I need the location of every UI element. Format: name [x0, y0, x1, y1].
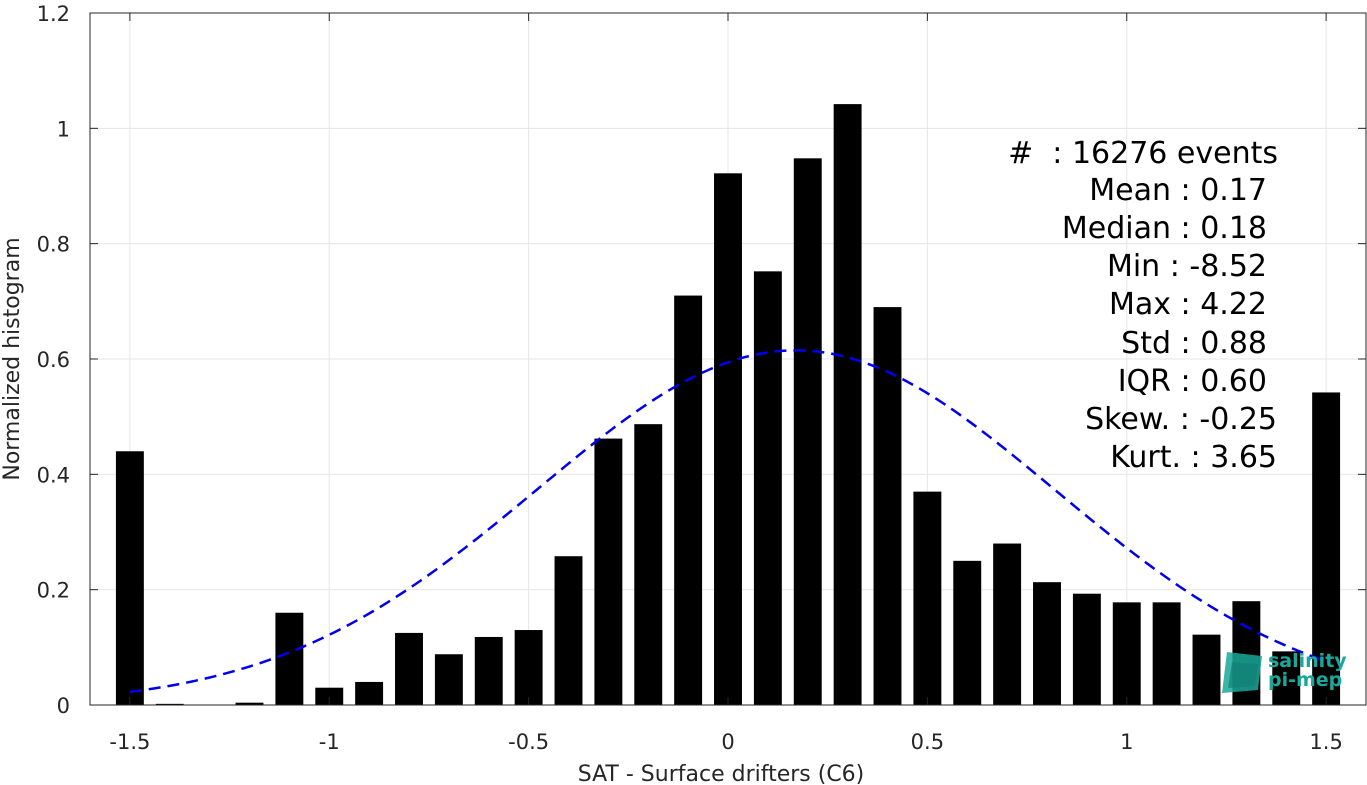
x-tick-label: -0.5	[508, 730, 549, 754]
stat-std: Std : 0.88	[1121, 326, 1267, 361]
histogram-bar	[434, 654, 463, 705]
histogram-bar	[873, 307, 902, 705]
stat-max: Max : 4.22	[1109, 287, 1267, 322]
stat-min: Min : -8.52	[1107, 249, 1267, 284]
y-tick-label: 0.8	[37, 233, 70, 257]
histogram-bars	[115, 104, 1341, 705]
histogram-bar	[155, 703, 184, 705]
histogram-bar	[953, 560, 982, 705]
histogram-bar	[115, 451, 144, 705]
histogram-bar	[1192, 634, 1221, 705]
histogram-bar	[913, 491, 942, 705]
histogram-bar	[514, 630, 543, 705]
histogram-bar	[355, 681, 384, 705]
y-tick-label: 0.6	[37, 348, 70, 372]
stat-events: # : 16276 events	[1008, 136, 1278, 171]
histogram-bar	[753, 271, 782, 705]
histogram-bar	[1072, 593, 1101, 705]
histogram-bar	[395, 632, 423, 705]
logo-line1: salinity	[1268, 650, 1347, 672]
x-tick-label: 1	[1120, 730, 1133, 754]
logo-mark-shade-icon	[1228, 662, 1258, 688]
histogram-bar	[993, 543, 1022, 705]
histogram-bar	[634, 424, 663, 705]
y-tick-label: 0.4	[37, 463, 70, 487]
histogram-bar	[1272, 651, 1301, 705]
normal-fit-curve	[129, 349, 1327, 694]
stat-mean: Mean : 0.17	[1089, 173, 1267, 208]
stat-median: Median : 0.18	[1062, 211, 1267, 246]
x-tick-label: 0	[721, 730, 734, 754]
y-axis-label: Normalized histogram	[0, 237, 25, 480]
histogram-bar	[1033, 582, 1061, 705]
x-tick-label: -1	[319, 730, 340, 754]
stat-iqr: IQR : 0.60	[1118, 364, 1267, 399]
histogram-bar	[833, 104, 862, 705]
histogram-bar	[1112, 602, 1141, 705]
histogram-bar	[714, 173, 742, 705]
x-tick-label: 0.5	[911, 730, 944, 754]
x-axis-label: SAT - Surface drifters (C6)	[578, 762, 865, 785]
x-tick-label: -1.5	[109, 730, 150, 754]
y-tick-label: 0.2	[37, 579, 70, 603]
histogram-bar	[1312, 392, 1341, 705]
y-tick-label: 1.2	[37, 2, 70, 26]
stat-skew: Skew. : -0.25	[1085, 402, 1277, 437]
histogram-bar	[1152, 602, 1181, 705]
logo-line2: pi-mep	[1268, 669, 1342, 691]
histogram-bar	[793, 158, 822, 705]
histogram-bar	[235, 702, 264, 705]
statistics-annotation: # : 16276 events Mean : 0.17 Median : 0.…	[1008, 136, 1278, 475]
histogram-bar	[315, 687, 344, 705]
histogram-bar	[674, 295, 703, 705]
salinity-pimep-logo: salinity pi-mep	[1222, 650, 1347, 693]
histogram-bar	[474, 636, 503, 705]
x-axis-ticks: -1.5 -1 -0.5 0 0.5 1 1.5	[109, 13, 1343, 754]
histogram-bar	[594, 438, 623, 705]
histogram-bar	[554, 556, 583, 705]
histogram-bar	[275, 612, 304, 705]
y-axis-ticks: 0 0.2 0.4 0.6 0.8 1 1.2	[37, 2, 1366, 718]
stat-kurt: Kurt. : 3.65	[1110, 440, 1277, 475]
x-tick-label: 1.5	[1309, 730, 1342, 754]
y-tick-label: 1	[57, 117, 70, 141]
y-tick-label: 0	[57, 694, 70, 718]
